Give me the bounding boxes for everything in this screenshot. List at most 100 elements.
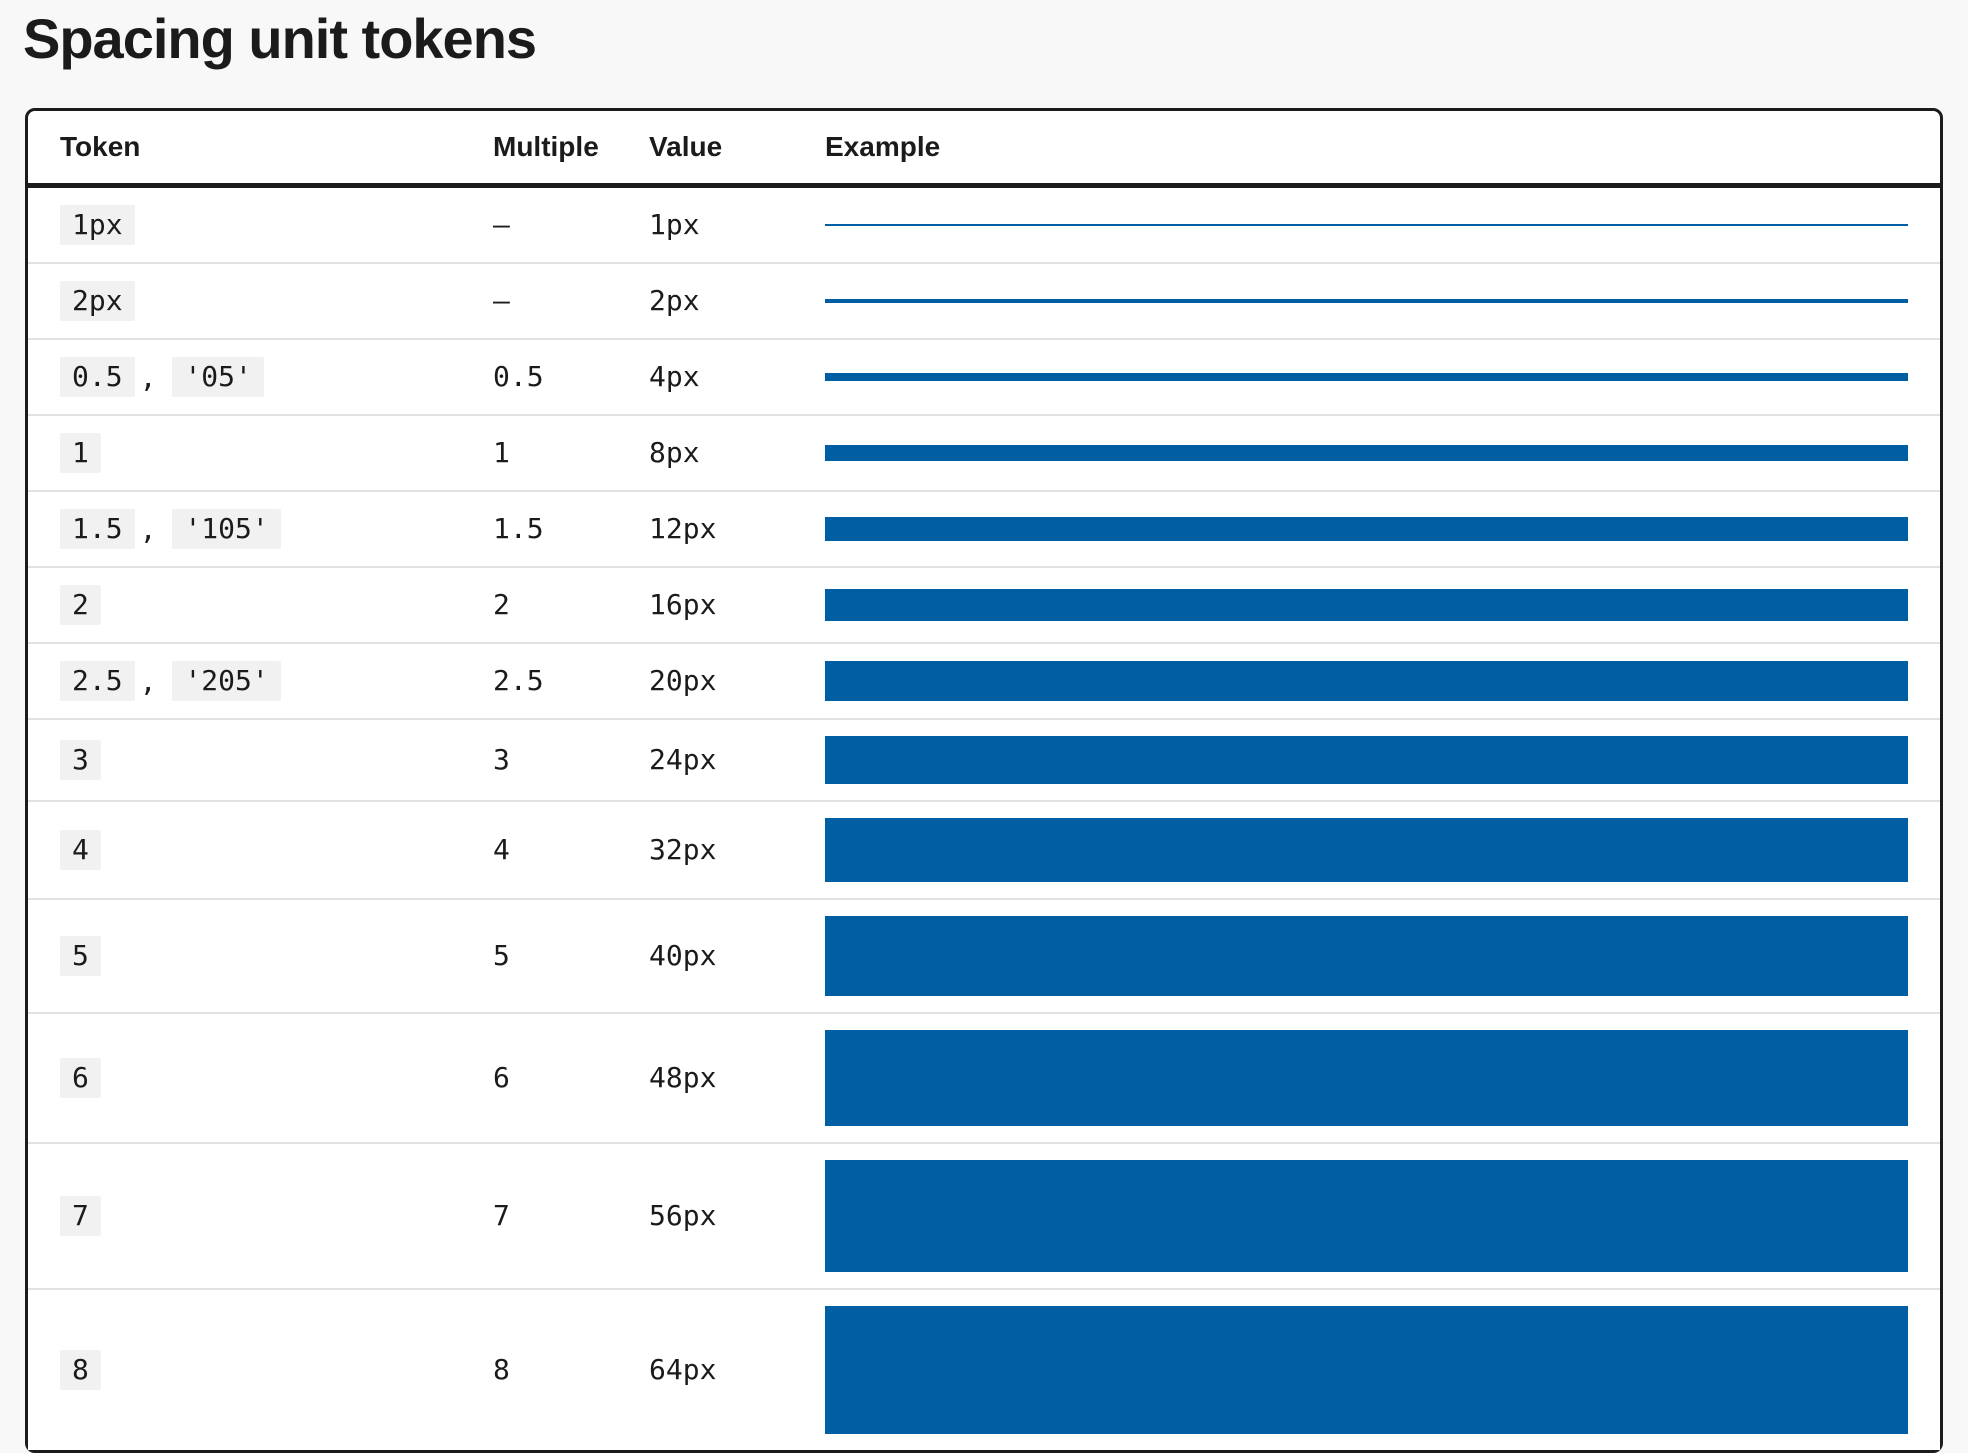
- header-row: Token Multiple Value Example: [28, 111, 1940, 188]
- example-cell: [793, 188, 1940, 264]
- token-badge: 8: [60, 1350, 101, 1390]
- page-title: Spacing unit tokens: [23, 7, 537, 70]
- value-cell: 20px: [617, 644, 793, 720]
- example-cell: [793, 340, 1940, 416]
- example-bar: [825, 1160, 1908, 1272]
- multiple-cell: 1: [461, 416, 617, 492]
- token-separator-comma: ,: [139, 512, 157, 546]
- table-row: 7 7 56px: [28, 1144, 1940, 1290]
- table-row: 2.5, '205' 2.5 20px: [28, 644, 1940, 720]
- example-bar: [825, 299, 1908, 303]
- token-cell: 8: [28, 1290, 461, 1450]
- token-badge: 0.5: [60, 357, 135, 397]
- table-row: 2px – 2px: [28, 264, 1940, 340]
- token-badge: 5: [60, 936, 101, 976]
- token-badge: 2px: [60, 281, 135, 321]
- value-cell: 56px: [617, 1144, 793, 1290]
- token-badge: '05': [172, 357, 264, 397]
- token-cell: 2: [28, 568, 461, 644]
- token-cell: 0.5, '05': [28, 340, 461, 416]
- multiple-cell: 8: [461, 1290, 617, 1450]
- table-row: 5 5 40px: [28, 900, 1940, 1014]
- example-cell: [793, 720, 1940, 802]
- value-cell: 4px: [617, 340, 793, 416]
- token-cell: 1px: [28, 188, 461, 264]
- example-bar: [825, 224, 1908, 226]
- example-bar: [825, 736, 1908, 784]
- value-cell: 64px: [617, 1290, 793, 1450]
- multiple-cell: –: [461, 264, 617, 340]
- token-badge: 2.5: [60, 661, 135, 701]
- multiple-cell: –: [461, 188, 617, 264]
- table-row: 3 3 24px: [28, 720, 1940, 802]
- token-separator-comma: ,: [139, 360, 157, 394]
- token-badge: 2: [60, 585, 101, 625]
- multiple-cell: 1.5: [461, 492, 617, 568]
- value-cell: 16px: [617, 568, 793, 644]
- token-cell: 2.5, '205': [28, 644, 461, 720]
- value-cell: 32px: [617, 802, 793, 900]
- token-cell: 5: [28, 900, 461, 1014]
- token-cell: 2px: [28, 264, 461, 340]
- example-bar: [825, 818, 1908, 882]
- column-header-multiple: Multiple: [461, 111, 617, 188]
- example-cell: [793, 1290, 1940, 1450]
- example-cell: [793, 568, 1940, 644]
- table-row: 1px – 1px: [28, 188, 1940, 264]
- value-cell: 1px: [617, 188, 793, 264]
- example-bar: [825, 661, 1908, 701]
- value-cell: 12px: [617, 492, 793, 568]
- multiple-cell: 2: [461, 568, 617, 644]
- example-cell: [793, 264, 1940, 340]
- table-row: 8 8 64px: [28, 1290, 1940, 1450]
- token-separator-comma: ,: [139, 664, 157, 698]
- multiple-cell: 7: [461, 1144, 617, 1290]
- example-bar: [825, 373, 1908, 381]
- table-row: 0.5, '05' 0.5 4px: [28, 340, 1940, 416]
- column-header-value: Value: [617, 111, 793, 188]
- table-row: 4 4 32px: [28, 802, 1940, 900]
- multiple-cell: 6: [461, 1014, 617, 1144]
- example-cell: [793, 802, 1940, 900]
- example-cell: [793, 1014, 1940, 1144]
- token-cell: 3: [28, 720, 461, 802]
- token-cell: 7: [28, 1144, 461, 1290]
- example-bar: [825, 589, 1908, 621]
- multiple-cell: 2.5: [461, 644, 617, 720]
- token-badge: '105': [172, 509, 281, 549]
- token-badge: '205': [172, 661, 281, 701]
- token-badge: 1: [60, 433, 101, 473]
- token-cell: 1: [28, 416, 461, 492]
- column-header-token: Token: [28, 111, 461, 188]
- multiple-cell: 3: [461, 720, 617, 802]
- value-cell: 8px: [617, 416, 793, 492]
- example-cell: [793, 416, 1940, 492]
- spacing-tokens-table: Token Multiple Value Example 1px – 1px 2…: [25, 108, 1943, 1453]
- column-header-example: Example: [793, 111, 1940, 188]
- example-cell: [793, 900, 1940, 1014]
- table-row: 1.5, '105' 1.5 12px: [28, 492, 1940, 568]
- table-row: 2 2 16px: [28, 568, 1940, 644]
- spacing-table-container: Token Multiple Value Example 1px – 1px 2…: [25, 108, 1943, 1453]
- example-bar: [825, 517, 1908, 541]
- token-cell: 6: [28, 1014, 461, 1144]
- token-badge: 3: [60, 740, 101, 780]
- token-badge: 7: [60, 1196, 101, 1236]
- value-cell: 24px: [617, 720, 793, 802]
- example-bar: [825, 916, 1908, 996]
- table-row: 1 1 8px: [28, 416, 1940, 492]
- multiple-cell: 5: [461, 900, 617, 1014]
- example-bar: [825, 445, 1908, 461]
- multiple-cell: 0.5: [461, 340, 617, 416]
- example-cell: [793, 1144, 1940, 1290]
- token-cell: 4: [28, 802, 461, 900]
- example-bar: [825, 1306, 1908, 1434]
- value-cell: 40px: [617, 900, 793, 1014]
- token-badge: 1.5: [60, 509, 135, 549]
- token-cell: 1.5, '105': [28, 492, 461, 568]
- value-cell: 2px: [617, 264, 793, 340]
- multiple-cell: 4: [461, 802, 617, 900]
- token-badge: 6: [60, 1058, 101, 1098]
- example-bar: [825, 1030, 1908, 1126]
- table-row: 6 6 48px: [28, 1014, 1940, 1144]
